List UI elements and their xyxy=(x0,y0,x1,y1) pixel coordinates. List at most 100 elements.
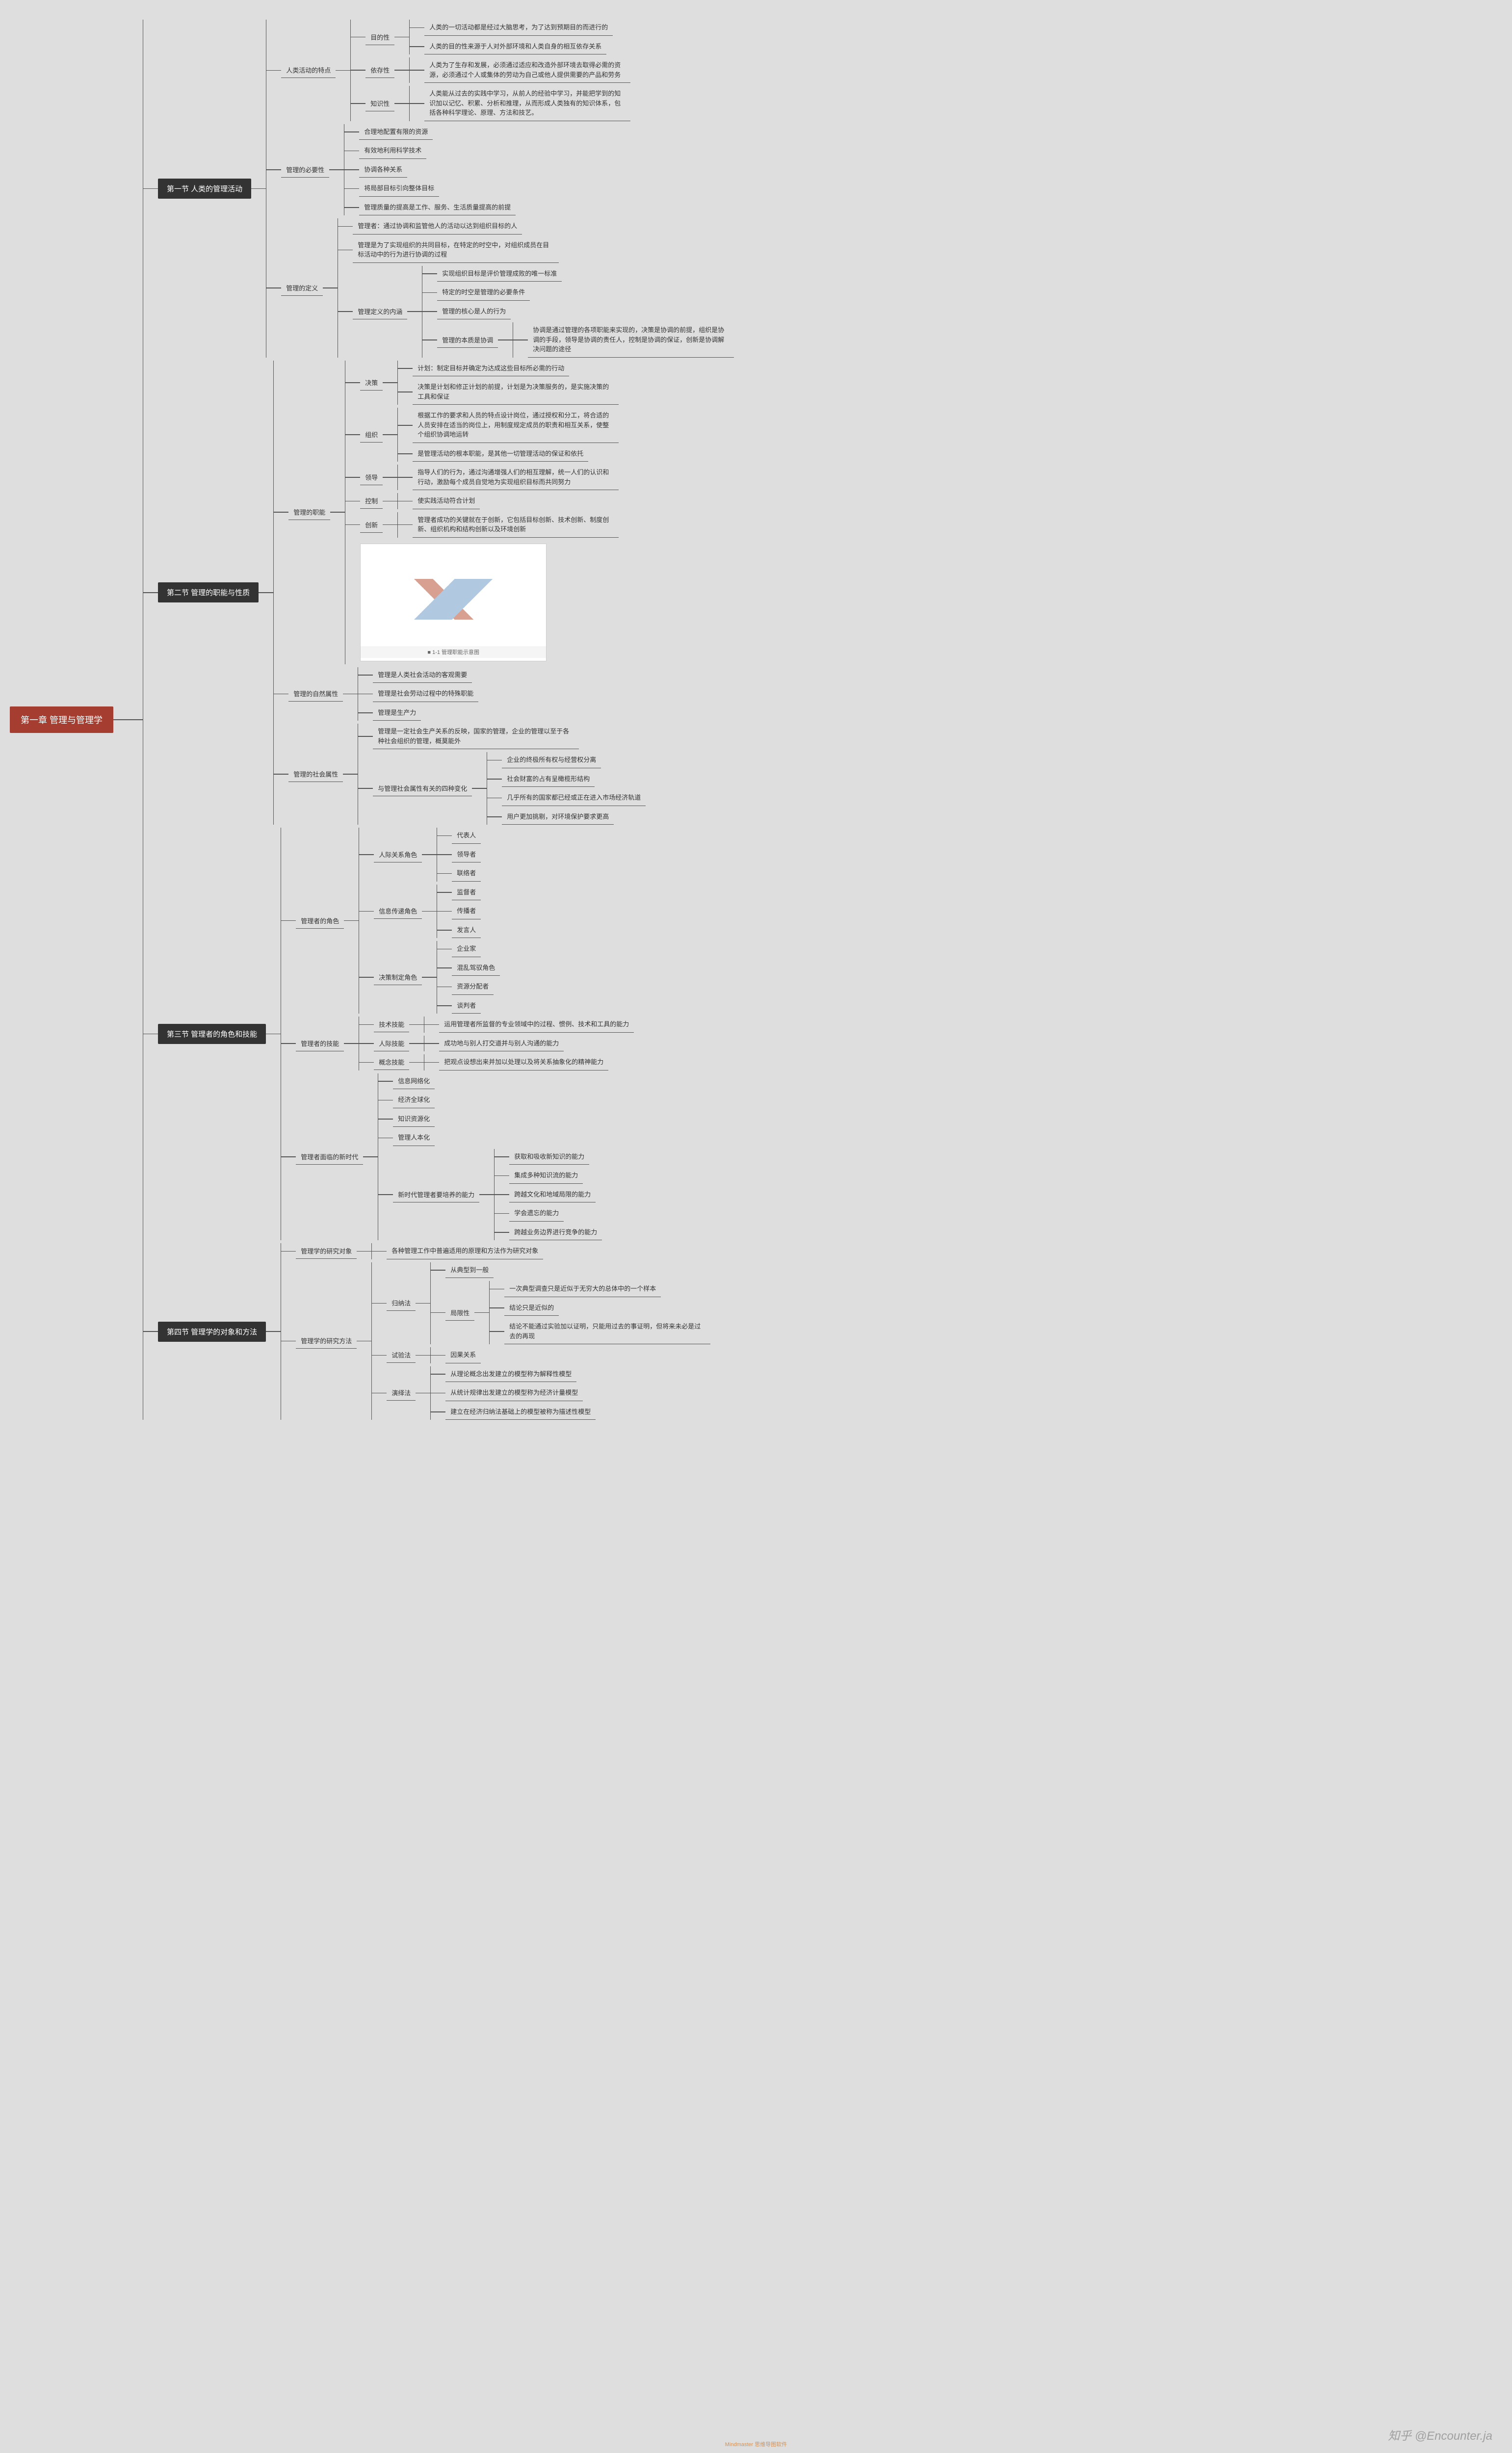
leaf-node: 知识资源化 xyxy=(393,1111,435,1127)
node-row: 管理学的研究对象各种管理工作中普遍适用的原理和方法作为研究对象 xyxy=(281,1243,710,1259)
node-row: 结论只是近似的 xyxy=(490,1300,710,1316)
node-row: 从典型到一般 xyxy=(431,1262,710,1279)
leaf-node: 管理者：通过协调和监管他人的活动以达到组织目标的人 xyxy=(353,218,522,235)
node-row: 管理的本质是协调协调是通过管理的各项职能来实现的，决策是协调的前提，组织是协调的… xyxy=(422,322,734,358)
node-row: 社会财富的占有呈橄榄形结构 xyxy=(487,771,646,787)
node-row: 特定的时空是管理的必要条件 xyxy=(422,285,734,301)
node-row: 领导者 xyxy=(437,847,481,863)
leaf-node: 将局部目标引向整体目标 xyxy=(359,181,439,197)
node-row: 技术技能运用管理者所监督的专业领域中的过程、惯例、技术和工具的能力 xyxy=(359,1017,634,1033)
node-row: 运用管理者所监督的专业领域中的过程、惯例、技术和工具的能力 xyxy=(424,1017,634,1033)
branch-node: 目的性 xyxy=(365,29,394,45)
branch-node: 知识性 xyxy=(365,96,394,111)
leaf-node: 管理质量的提高是工作、服务、生活质量提高的前提 xyxy=(359,200,516,216)
leaf-node: 运用管理者所监督的专业领域中的过程、惯例、技术和工具的能力 xyxy=(439,1017,634,1033)
node-row: 企业的终极所有权与经营权分离 xyxy=(487,752,646,768)
node-row: 企业家 xyxy=(437,941,500,957)
watermark: 知乎 @Encounter.ja xyxy=(1388,2426,1492,2443)
node-row: 与管理社会属性有关的四种变化企业的终极所有权与经营权分离社会财富的占有呈橄榄形结… xyxy=(358,752,646,825)
leaf-node: 管理是人类社会活动的客观需要 xyxy=(373,667,472,683)
node-row: 知识性 人类能从过去的实践中学习，从前人的经验中学习，并能把学到的知识加以记忆、积… xyxy=(351,86,630,121)
leaf-node: 成功地与别人打交道并与别人沟通的能力 xyxy=(439,1036,564,1052)
leaf-node: 管理是为了实现组织的共同目标，在特定的时空中，对组织成员在目标活动中的行为进行协… xyxy=(353,237,559,263)
branch-node: 决策制定角色 xyxy=(374,969,422,985)
node-row: 管理的必要性合理地配置有限的资源有效地利用科学技术协调各种关系将局部目标引向整体… xyxy=(266,124,734,216)
branch-node: 创新 xyxy=(360,517,383,533)
node-row: 管理质量的提高是工作、服务、生活质量提高的前提 xyxy=(344,200,516,216)
node-row: 获取和吸收新知识的能力 xyxy=(495,1149,602,1165)
leaf-node: 监督者 xyxy=(452,885,481,901)
node-row: 信息传递角色监督者传播者发言人 xyxy=(359,885,500,939)
leaf-node: 管理是社会劳动过程中的特殊职能 xyxy=(373,686,478,702)
branch-node: 管理的职能 xyxy=(288,504,330,520)
node-row: 目的性人类的一切活动都是经过大脑思考，为了达到预期目的而进行的人类的目的性来源于… xyxy=(351,20,630,54)
leaf-node: 几乎所有的国家都已经或正在进入市场经济轨道 xyxy=(502,790,646,806)
node-row: 谈判者 xyxy=(437,998,500,1014)
node-row: 计划：制定目标并确定为达成这些目标所必需的行动 xyxy=(398,361,619,377)
node-row: 概念技能把观点设想出来并加以处理以及将关系抽象化的精神能力 xyxy=(359,1054,634,1070)
node-row: 决策计划：制定目标并确定为达成这些目标所必需的行动决策是计划和修正计划的前提，计… xyxy=(345,361,619,405)
node-row: 管理是一定社会生产关系的反映，国家的管理，企业的管理以至于各种社会组织的管理，概… xyxy=(358,724,646,749)
leaf-node: 指导人们的行为，通过沟通增强人们的相互理解，统一人们的认识和行动，激励每个成员自… xyxy=(413,465,619,490)
node-row: 结论不能通过实验加以证明，只能用过去的事证明，但将来未必是过去的再现 xyxy=(490,1319,710,1344)
branch-node: 第一节 人类的管理活动 xyxy=(158,179,251,199)
node-row: 组织根据工作的要求和人员的特点设计岗位，通过授权和分工，将合适的人员安排在适当的… xyxy=(345,408,619,462)
leaf-node: 根据工作的要求和人员的特点设计岗位，通过授权和分工，将合适的人员安排在适当的岗位… xyxy=(413,408,619,443)
leaf-node: 特定的时空是管理的必要条件 xyxy=(437,285,530,301)
node-row: 第三节 管理者的角色和技能管理者的角色人际关系角色代表人领导者联络者信息传递角色… xyxy=(143,828,734,1240)
branch-node: 管理定义的内涵 xyxy=(353,304,407,319)
branch-node: 领导 xyxy=(360,470,383,485)
branch-node: 管理的本质是协调 xyxy=(437,332,498,348)
leaf-node: 人类为了生存和发展，必须通过适应和改造外部环境去取得必需的资源，必须通过个人或集… xyxy=(424,57,630,83)
leaf-node: 企业的终极所有权与经营权分离 xyxy=(502,752,601,768)
node-row: 管理是人类社会活动的客观需要 xyxy=(358,667,478,683)
node-row: 联络者 xyxy=(437,865,481,882)
leaf-node: 协调各种关系 xyxy=(359,162,407,178)
leaf-node: 经济全球化 xyxy=(393,1092,435,1108)
leaf-node: 各种管理工作中普遍适用的原理和方法作为研究对象 xyxy=(387,1243,543,1259)
leaf-node: 发言人 xyxy=(452,922,481,939)
branch-node: 管理者面临的新时代 xyxy=(296,1149,363,1165)
leaf-node: 使实践活动符合计划 xyxy=(413,493,480,509)
node-row: 管理者面临的新时代信息网络化经济全球化知识资源化管理人本化新时代管理者要培养的能… xyxy=(281,1073,634,1241)
node-row: 管理者的技能技术技能运用管理者所监督的专业领域中的过程、惯例、技术和工具的能力人… xyxy=(281,1017,634,1070)
node-row: 人类为了生存和发展，必须通过适应和改造外部环境去取得必需的资源，必须通过个人或集… xyxy=(410,57,630,83)
branch-node: 局限性 xyxy=(445,1305,474,1321)
node-row: 指导人们的行为，通过沟通增强人们的相互理解，统一人们的认识和行动，激励每个成员自… xyxy=(398,465,619,490)
node-row: 学会遗忘的能力 xyxy=(495,1205,602,1222)
leaf-node: 计划：制定目标并确定为达成这些目标所必需的行动 xyxy=(413,361,569,377)
node-row: 新时代管理者要培养的能力获取和吸收新知识的能力集成多种知识流的能力跨越文化和地域… xyxy=(378,1149,602,1241)
node-row: 跨越文化和地域局限的能力 xyxy=(495,1187,602,1203)
leaf-node: 一次典型调查只是近似于无穷大的总体中的一个样本 xyxy=(504,1281,661,1297)
node-row: 几乎所有的国家都已经或正在进入市场经济轨道 xyxy=(487,790,646,806)
branch-node: 管理的定义 xyxy=(281,280,323,296)
leaf-node: 获取和吸收新知识的能力 xyxy=(509,1149,589,1165)
leaf-node: 资源分配者 xyxy=(452,979,494,995)
leaf-node: 联络者 xyxy=(452,865,481,882)
node-row: 人类的一切活动都是经过大脑思考，为了达到预期目的而进行的 xyxy=(410,20,613,36)
node-row: 是管理活动的根本职能，是其他一切管理活动的保证和依托 xyxy=(398,446,619,462)
node-row: 局限性 一次典型调查只是近似于无穷大的总体中的一个样本结论只是近似的结论不能通过实… xyxy=(431,1281,710,1344)
branch-node: 第二节 管理的职能与性质 xyxy=(158,582,259,602)
leaf-node: 社会财富的占有呈橄榄形结构 xyxy=(502,771,595,787)
branch-node: 概念技能 xyxy=(374,1054,409,1070)
node-row: 把观点设想出来并加以处理以及将关系抽象化的精神能力 xyxy=(424,1054,608,1070)
node-row: 用户更加挑剔，对环境保护要求更高 xyxy=(487,809,646,825)
node-row: 代表人 xyxy=(437,828,481,844)
node-row: 使实践活动符合计划 xyxy=(398,493,480,509)
node-row: 混乱驾驭角色 xyxy=(437,960,500,976)
node-row: 发言人 xyxy=(437,922,481,939)
node-row: 人类活动的特点目的性人类的一切活动都是经过大脑思考，为了达到预期目的而进行的人类… xyxy=(266,20,734,121)
node-row: 建立在经济归纳法基础上的模型被称为描述性模型 xyxy=(431,1404,596,1420)
leaf-node: 管理是一定社会生产关系的反映，国家的管理，企业的管理以至于各种社会组织的管理，概… xyxy=(373,724,579,749)
branch-node: 人际关系角色 xyxy=(374,847,422,862)
leaf-node: 人类能从过去的实践中学习，从前人的经验中学习，并能把学到的知识加以记忆、积累、分… xyxy=(424,86,630,121)
leaf-node: 有效地利用科学技术 xyxy=(359,143,426,159)
node-row: 创新管理者成功的关键就在于创新，它包括目标创新、技术创新、制度创新、组织机构和结… xyxy=(345,512,619,538)
node-row: 管理人本化 xyxy=(378,1130,602,1146)
root-node: 第一章 管理与管理学 xyxy=(10,706,113,733)
leaf-node: 从理论概念出发建立的模型称为解释性模型 xyxy=(445,1366,576,1383)
node-row: 从统计规律出发建立的模型称为经济计量模型 xyxy=(431,1385,596,1401)
node-row: 领导 指导人们的行为，通过沟通增强人们的相互理解，统一人们的认识和行动，激励每个成… xyxy=(345,465,619,490)
leaf-node: 跨越文化和地域局限的能力 xyxy=(509,1187,596,1203)
